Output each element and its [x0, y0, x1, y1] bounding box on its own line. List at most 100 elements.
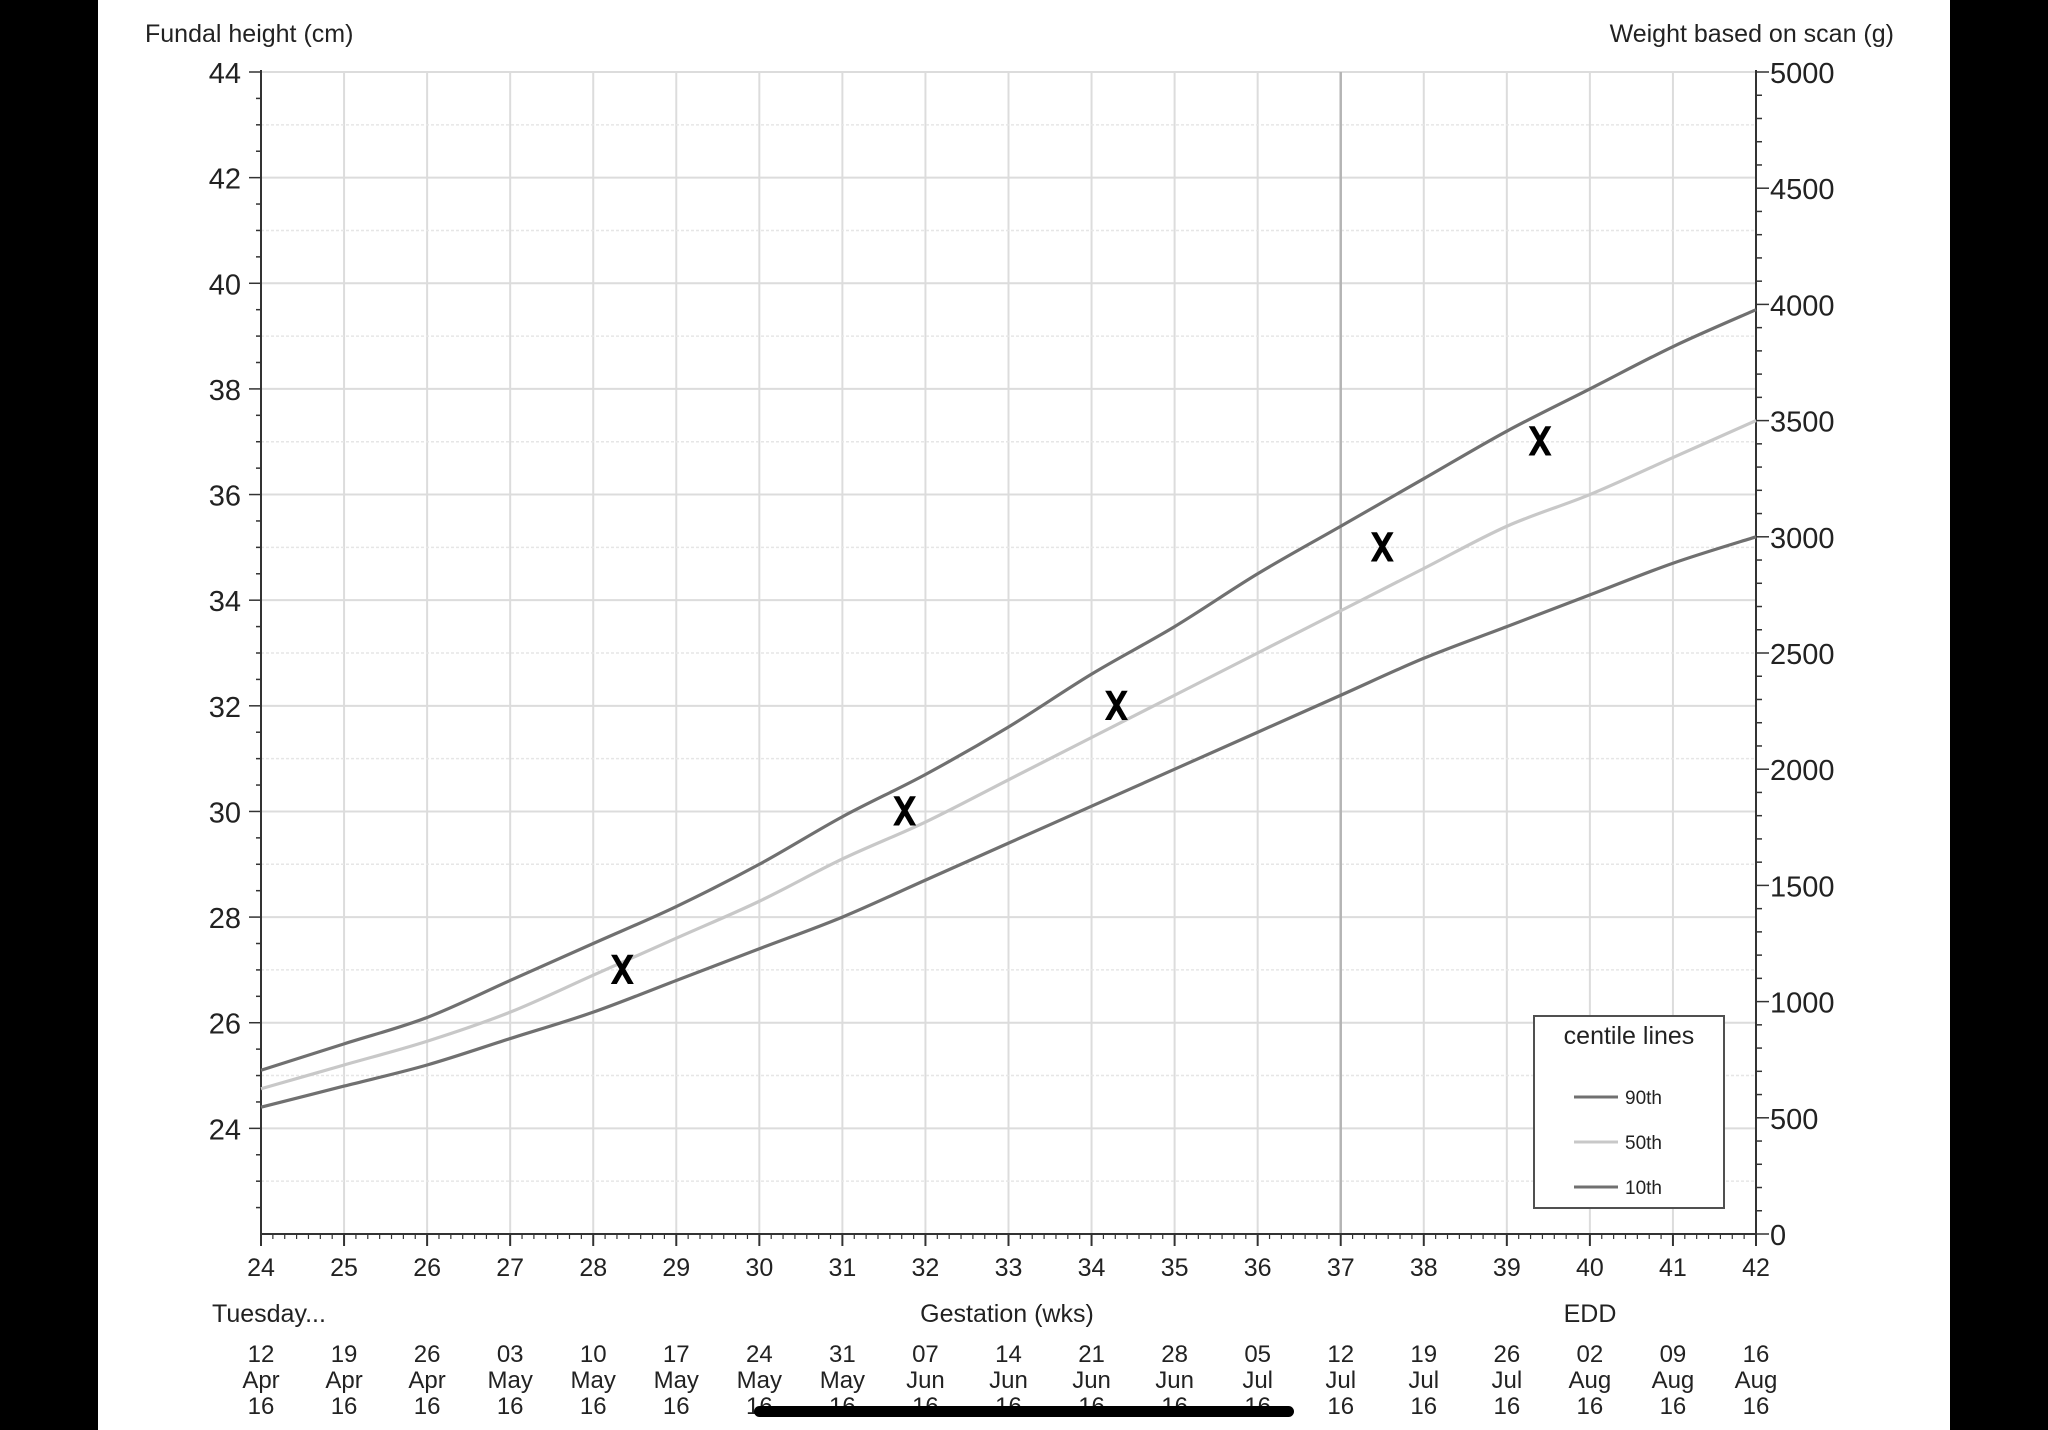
left-axis-tick-label: 44: [209, 58, 241, 90]
right-axis-tick-label: 0: [1770, 1220, 1786, 1252]
right-axis-title: Weight based on scan (g): [1610, 20, 1894, 48]
date-label-part: 16: [663, 1393, 690, 1420]
date-label-part: 31: [829, 1341, 856, 1368]
start-day-label: Tuesday...: [212, 1300, 326, 1328]
date-label-part: 09: [1660, 1341, 1687, 1368]
date-label-part: Jul: [1242, 1367, 1273, 1394]
x-axis-tick-label: 36: [1244, 1254, 1272, 1282]
date-label-part: Apr: [242, 1367, 279, 1394]
date-label-part: Aug: [1652, 1367, 1695, 1394]
date-label-part: May: [654, 1367, 699, 1394]
date-label-part: 16: [497, 1393, 524, 1420]
left-axis-tick-label: 30: [209, 797, 241, 829]
x-axis-tick-label: 37: [1327, 1254, 1355, 1282]
date-label-part: 16: [414, 1393, 441, 1420]
centile-line-10th: [260, 535, 1757, 1109]
date-label-part: 21: [1078, 1341, 1105, 1368]
date-label-part: 19: [331, 1341, 358, 1368]
axes: [249, 70, 1769, 1246]
date-label-part: 28: [1161, 1341, 1188, 1368]
x-axis-tick-label: 31: [828, 1254, 856, 1282]
date-label-part: 16: [331, 1393, 358, 1420]
right-axis-tick-label: 4500: [1770, 174, 1835, 206]
date-label-part: Jul: [1325, 1367, 1356, 1394]
date-label-part: 16: [1327, 1393, 1354, 1420]
x-axis-tick-label: 26: [413, 1254, 441, 1282]
legend-label-50th: 50th: [1625, 1133, 1662, 1154]
date-label-part: 26: [414, 1341, 441, 1368]
edd-label: EDD: [1564, 1300, 1617, 1328]
date-label-part: 02: [1577, 1341, 1604, 1368]
x-axis-tick-label: 27: [496, 1254, 524, 1282]
left-axis-tick-label: 26: [209, 1009, 241, 1041]
right-axis-tick-label: 3500: [1770, 407, 1835, 439]
date-label-part: 16: [1743, 1341, 1770, 1368]
date-label-part: 05: [1244, 1341, 1271, 1368]
date-label-part: 16: [1660, 1393, 1687, 1420]
measurement-marker: X: [1370, 525, 1394, 571]
left-axis-title: Fundal height (cm): [145, 20, 353, 48]
date-label-part: Jun: [1155, 1367, 1194, 1394]
left-axis-tick-label: 24: [209, 1114, 241, 1146]
date-label-part: 16: [248, 1393, 275, 1420]
date-label-part: Aug: [1735, 1367, 1778, 1394]
right-axis-tick-label: 2000: [1770, 755, 1835, 787]
x-axis-title: Gestation (wks): [920, 1300, 1094, 1328]
date-label-part: May: [571, 1367, 616, 1394]
date-label-part: 03: [497, 1341, 524, 1368]
date-label-part: 19: [1410, 1341, 1437, 1368]
right-axis-tick-label: 4000: [1770, 290, 1835, 322]
date-label-part: Jul: [1491, 1367, 1522, 1394]
right-axis-tick-label: 1000: [1770, 988, 1835, 1020]
date-label-part: 12: [1327, 1341, 1354, 1368]
date-label-part: Apr: [325, 1367, 362, 1394]
x-axis-tick-label: 42: [1742, 1254, 1770, 1282]
measurement-markers: X X X X X: [610, 420, 1552, 994]
right-axis-tick-label: 500: [1770, 1104, 1818, 1136]
date-label-part: 16: [1577, 1393, 1604, 1420]
left-axis-tick-labels: 24 26 28 30 32 34 36 38 40 42 44: [209, 58, 241, 1146]
legend-title: centile lines: [1564, 1022, 1695, 1050]
measurement-marker: X: [1104, 684, 1128, 730]
right-axis-tick-label: 1500: [1770, 871, 1835, 903]
date-label-part: Apr: [408, 1367, 445, 1394]
home-indicator-bar: [754, 1406, 1294, 1417]
date-label-part: 16: [1410, 1393, 1437, 1420]
x-axis-tick-label: 30: [745, 1254, 773, 1282]
date-label-part: May: [820, 1367, 865, 1394]
date-label-part: Jul: [1408, 1367, 1439, 1394]
date-label-part: 17: [663, 1341, 690, 1368]
date-label-part: 16: [1493, 1393, 1520, 1420]
x-axis-tick-label: 32: [912, 1254, 940, 1282]
left-axis-tick-label: 38: [209, 375, 241, 407]
x-axis-tick-label: 34: [1078, 1254, 1106, 1282]
date-label-part: Jun: [906, 1367, 945, 1394]
x-axis-tick-label: 38: [1410, 1254, 1438, 1282]
x-axis-tick-label: 40: [1576, 1254, 1604, 1282]
centile-line-90th: [260, 308, 1757, 1072]
date-label-part: 10: [580, 1341, 607, 1368]
x-axis-tick-label: 28: [579, 1254, 607, 1282]
left-axis-tick-label: 34: [209, 586, 241, 618]
x-axis-tick-labels: 24 25 26 27 28 29 30 31 32 33 34 35 36 37 38 39 40 41 42: [247, 1254, 1770, 1282]
left-axis-tick-label: 28: [209, 903, 241, 935]
measurement-marker: X: [1528, 420, 1552, 466]
left-axis-tick-label: 42: [209, 164, 241, 196]
centile-line-50th: [260, 419, 1757, 1091]
date-label-part: May: [487, 1367, 532, 1394]
measurement-marker: X: [610, 948, 634, 994]
date-label-part: Jun: [1072, 1367, 1111, 1394]
right-axis-tick-labels: 0 500 1000 1500 2000 2500 3000 3500 4000 4500 5000: [1770, 58, 1835, 1252]
x-axis-tick-label: 35: [1161, 1254, 1189, 1282]
date-label-part: 07: [912, 1341, 939, 1368]
legend-label-90th: 90th: [1625, 1088, 1662, 1109]
legend-entries: 90th 50th 10th: [1574, 1088, 1662, 1199]
right-axis-tick-label: 3000: [1770, 523, 1835, 555]
left-axis-tick-label: 36: [209, 481, 241, 513]
date-label-part: Jun: [989, 1367, 1028, 1394]
date-label-part: 16: [580, 1393, 607, 1420]
x-axis-tick-label: 41: [1659, 1254, 1687, 1282]
date-label-part: Aug: [1569, 1367, 1612, 1394]
calendar-date-labels: 12Apr1619Apr1626Apr1603May1610May1617May…: [242, 1341, 1777, 1420]
